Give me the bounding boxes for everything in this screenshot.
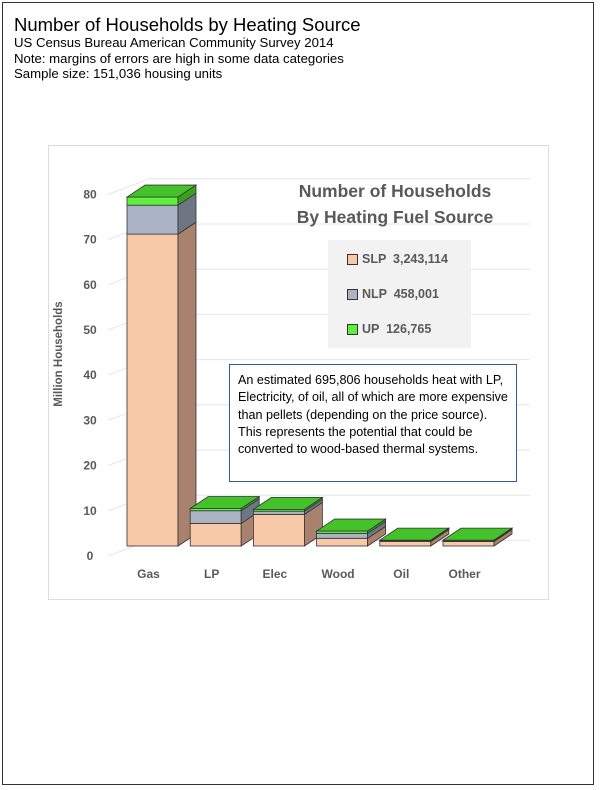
legend-swatch [347, 288, 358, 300]
bar-slp-wood [316, 537, 369, 547]
legend-label: NLP 458,001 [362, 287, 439, 301]
bar-slp-gas [126, 233, 179, 547]
y-axis-label: Million Households [53, 301, 65, 407]
bar-top-wood [315, 518, 387, 532]
bar-top-lp [188, 496, 261, 509]
legend-item-nlp: NLP 458,001 [347, 287, 439, 301]
chart-title-line-1: Number of Households [298, 181, 492, 201]
x-tick-label: Gas [137, 567, 160, 581]
y-tick-label: 80 [83, 187, 97, 201]
page-title: Number of Households by Heating Source [14, 14, 361, 35]
bar-nlp-lp [189, 510, 242, 524]
chart-area [48, 145, 549, 600]
bar-top-gas [125, 184, 198, 198]
y-tick-label: 10 [83, 504, 97, 518]
bar-slp-oil [379, 541, 432, 547]
bar-side-slp-gas [177, 221, 197, 547]
bar-slp-lp [189, 523, 242, 547]
bar-slp-elec [252, 513, 305, 547]
legend-label: SLP 3,243,114 [362, 252, 448, 266]
bar-nlp-wood [316, 532, 369, 539]
chart-title-line-2: By Heating Fuel Source [296, 207, 494, 227]
note-line: Note: margins of errors are high in some… [14, 50, 344, 66]
y-tick-label: 30 [83, 413, 97, 427]
y-tick-label: 60 [83, 278, 97, 292]
x-tick-label: Oil [393, 567, 409, 581]
bar-nlp-elec [252, 510, 305, 515]
page-header: Number of Households by Heating Source U… [14, 14, 361, 82]
bar-nlp-gas [126, 204, 179, 235]
y-tick-label: 40 [83, 368, 97, 382]
bar-slp-other [442, 541, 495, 547]
y-tick-label: 70 [83, 233, 97, 247]
bar-up-gas [126, 196, 179, 206]
legend-swatch [347, 323, 358, 335]
chart-title: Number of Households By Heating Fuel Sou… [260, 178, 530, 230]
bar-top-other [441, 527, 514, 541]
sample-size-line: Sample size: 151,036 housing units [14, 66, 223, 81]
page-frame [2, 2, 594, 785]
x-tick-label: LP [204, 567, 219, 581]
annotation-box: An estimated 695,806 households heat wit… [229, 364, 517, 482]
legend-item-slp: SLP 3,243,114 [347, 252, 448, 266]
bar-top-elec [252, 496, 324, 510]
bar-top-oil [378, 527, 451, 541]
x-tick-label: Other [448, 567, 480, 581]
legend-label: UP 126,765 [362, 322, 432, 336]
legend-swatch [347, 253, 358, 265]
legend-item-up: UP 126,765 [347, 322, 431, 336]
source-line: US Census Bureau American Community Surv… [14, 35, 334, 50]
legend: SLP 3,243,114 NLP 458,001 UP 126,765 [328, 240, 471, 348]
gridline-diagonal [107, 178, 150, 195]
y-tick-label: 0 [87, 549, 94, 563]
y-tick-label: 50 [83, 323, 97, 337]
x-tick-label: Elec [263, 567, 288, 581]
x-tick-label: Wood [322, 567, 355, 581]
y-tick-label: 20 [83, 459, 97, 473]
